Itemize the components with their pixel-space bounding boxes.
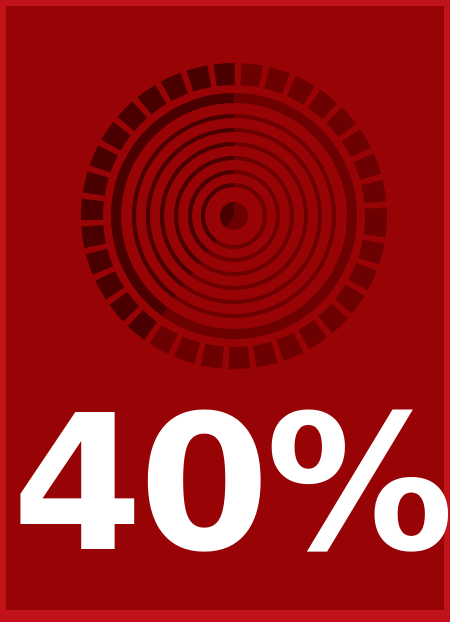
tree-ring-pie-icon <box>81 63 387 369</box>
percent-value: 40% <box>12 375 450 594</box>
ring-value <box>81 63 234 369</box>
